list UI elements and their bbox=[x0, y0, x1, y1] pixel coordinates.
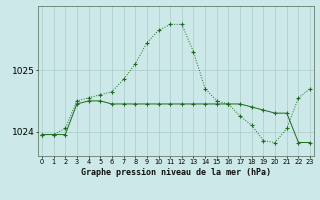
X-axis label: Graphe pression niveau de la mer (hPa): Graphe pression niveau de la mer (hPa) bbox=[81, 168, 271, 177]
